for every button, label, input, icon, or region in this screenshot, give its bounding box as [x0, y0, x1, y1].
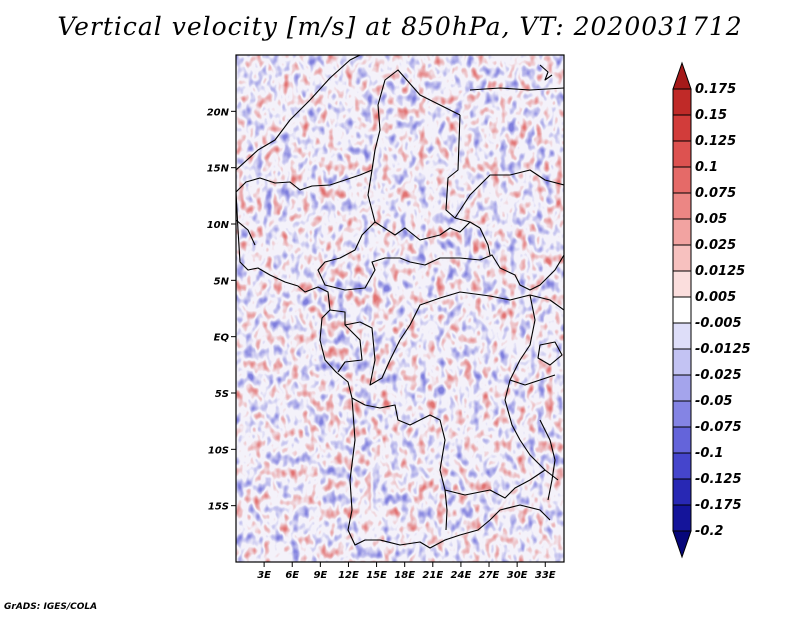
lon-tick-label: 9E — [313, 570, 327, 581]
colorbar-band — [672, 504, 692, 532]
map-title: Vertical velocity [m/s] at 850hPa, VT: 2… — [57, 12, 743, 41]
lat-tick-label: 15S — [208, 502, 229, 513]
colorbar-band — [672, 244, 692, 272]
colorbar-band — [672, 374, 692, 402]
lat-tick-label: 10S — [208, 445, 229, 456]
colorbar-band — [672, 270, 692, 298]
colorbar-label: -0.075 — [695, 420, 742, 435]
colorbar-label: 0.0125 — [695, 264, 745, 279]
colorbar-label: -0.125 — [695, 472, 742, 487]
colorbar-label: -0.05 — [695, 394, 732, 409]
colorbar-band — [672, 192, 692, 220]
colorbar-label: 0.025 — [695, 238, 736, 253]
colorbar-band — [672, 426, 692, 454]
colorbar-label: 0.075 — [695, 186, 736, 201]
lat-tick-label: 5N — [214, 276, 230, 287]
map-plot-area: 3E 6E 9E 12E 15E 18E 21E 24E 27E 30E 33E 20N 15N 10N… — [207, 54, 565, 581]
lon-tick-label: 6E — [285, 570, 299, 581]
colorbar-band — [672, 322, 692, 350]
map-frame — [235, 54, 565, 563]
lat-tick-label: 20N — [207, 107, 230, 118]
lat-tick-label: EQ — [214, 333, 230, 344]
lon-tick-label: 30E — [507, 570, 528, 581]
colorbar-label: -0.0125 — [695, 342, 751, 357]
latitude-axis: 20N 15N 10N 5N EQ 5S 10S 15S — [207, 107, 236, 513]
lat-tick-label: 10N — [207, 220, 230, 231]
colorbar-band — [672, 400, 692, 428]
country-borders — [236, 55, 564, 549]
colorbar-band — [672, 88, 692, 116]
colorbar-top-arrow — [672, 61, 692, 90]
longitude-axis: 3E 6E 9E 12E 15E 18E 21E 24E 27E 30E 33E — [257, 562, 556, 581]
lon-tick-label: 3E — [257, 570, 271, 581]
colorbar-band — [672, 114, 692, 142]
colorbar-label: -0.005 — [695, 316, 742, 331]
colorbar-bottom-arrow — [672, 530, 692, 559]
vertical-velocity-field — [236, 55, 564, 562]
lon-tick-label: 27E — [479, 570, 500, 581]
colorbar-band — [672, 218, 692, 246]
colorbar-label: -0.2 — [695, 524, 723, 539]
colorbar: 0.175 0.15 0.125 0.1 0.075 0.05 0.025 0.0125 0.0… — [672, 61, 751, 559]
lon-tick-label: 18E — [394, 570, 415, 581]
colorbar-label: 0.1 — [695, 160, 718, 175]
colorbar-band — [672, 166, 692, 194]
colorbar-band — [672, 140, 692, 168]
lon-tick-label: 21E — [422, 570, 443, 581]
colorbar-band — [672, 452, 692, 480]
colorbar-label: 0.005 — [695, 290, 736, 305]
lon-tick-label: 24E — [451, 570, 472, 581]
colorbar-label: -0.025 — [695, 368, 742, 383]
grads-credit: GrADS: IGES/COLA — [4, 602, 98, 612]
colorbar-band — [672, 296, 692, 324]
colorbar-label: 0.15 — [695, 108, 727, 123]
colorbar-label: -0.1 — [695, 446, 723, 461]
lat-tick-label: 5S — [215, 389, 229, 400]
colorbar-band — [672, 478, 692, 506]
colorbar-label: -0.175 — [695, 498, 742, 513]
lat-tick-label: 15N — [207, 164, 230, 175]
lon-tick-label: 15E — [366, 570, 387, 581]
colorbar-label: 0.175 — [695, 82, 736, 97]
lon-tick-label: 12E — [338, 570, 359, 581]
colorbar-label: 0.125 — [695, 134, 736, 149]
lon-tick-label: 33E — [535, 570, 556, 581]
colorbar-label: 0.05 — [695, 212, 727, 227]
colorbar-band — [672, 348, 692, 376]
